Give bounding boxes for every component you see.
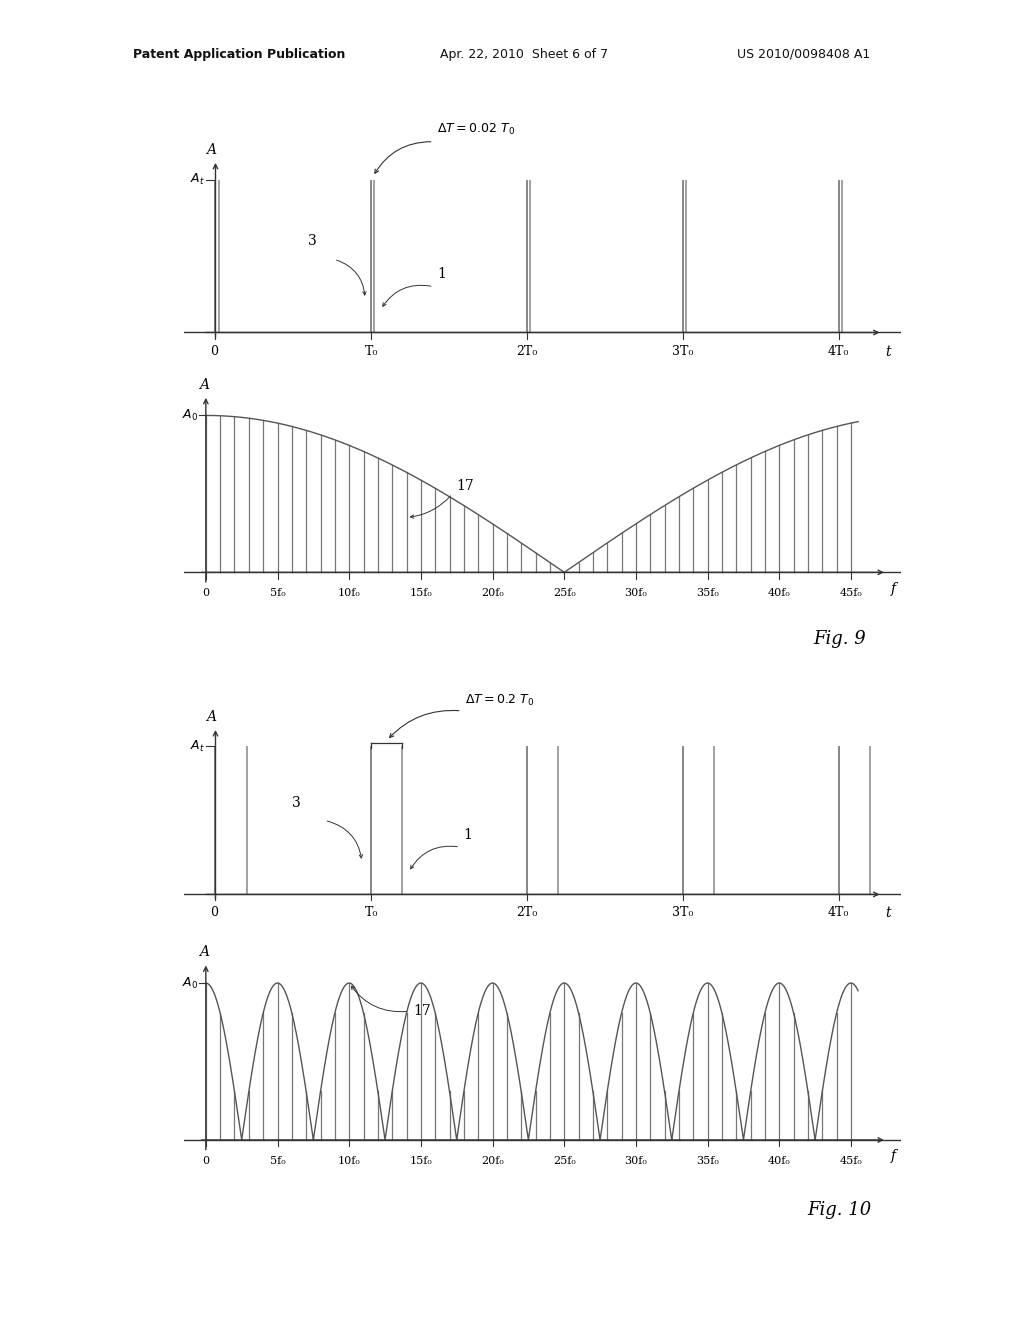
- Text: 17: 17: [457, 479, 474, 494]
- Text: T₀: T₀: [365, 907, 378, 919]
- Text: 0: 0: [210, 345, 218, 358]
- Text: 2T₀: 2T₀: [516, 345, 538, 358]
- Text: 5f₀: 5f₀: [269, 587, 286, 598]
- Text: 1: 1: [437, 268, 445, 281]
- Text: 15f₀: 15f₀: [410, 587, 432, 598]
- Text: A: A: [206, 710, 216, 725]
- Text: 3T₀: 3T₀: [673, 345, 693, 358]
- Text: 40f₀: 40f₀: [768, 1155, 791, 1166]
- Text: f: f: [891, 1150, 896, 1163]
- Text: Fig. 9: Fig. 9: [813, 630, 866, 648]
- Text: 17: 17: [414, 1005, 431, 1018]
- Text: 35f₀: 35f₀: [696, 587, 719, 598]
- Text: 15f₀: 15f₀: [410, 1155, 432, 1166]
- Text: t: t: [886, 907, 891, 920]
- Text: Apr. 22, 2010  Sheet 6 of 7: Apr. 22, 2010 Sheet 6 of 7: [440, 48, 608, 61]
- Text: 0: 0: [210, 907, 218, 919]
- Text: 3T₀: 3T₀: [673, 907, 693, 919]
- Text: 3: 3: [308, 234, 316, 248]
- Text: t: t: [886, 345, 891, 359]
- Text: 1: 1: [464, 828, 472, 842]
- Text: 25f₀: 25f₀: [553, 587, 575, 598]
- Text: $\Delta T=0.02\ T_0$: $\Delta T=0.02\ T_0$: [437, 121, 515, 137]
- Text: 45f₀: 45f₀: [840, 587, 862, 598]
- Text: A: A: [199, 378, 209, 392]
- Text: 20f₀: 20f₀: [481, 1155, 504, 1166]
- Text: 4T₀: 4T₀: [828, 345, 850, 358]
- Text: US 2010/0098408 A1: US 2010/0098408 A1: [737, 48, 870, 61]
- Text: 3: 3: [292, 796, 301, 809]
- Text: A: A: [206, 143, 216, 157]
- Text: $A_t$: $A_t$: [189, 739, 205, 754]
- Text: 0: 0: [203, 1155, 209, 1166]
- Text: 4T₀: 4T₀: [828, 907, 850, 919]
- Text: 10f₀: 10f₀: [338, 1155, 360, 1166]
- Text: Patent Application Publication: Patent Application Publication: [133, 48, 345, 61]
- Text: 35f₀: 35f₀: [696, 1155, 719, 1166]
- Text: 30f₀: 30f₀: [625, 587, 647, 598]
- Text: T₀: T₀: [365, 345, 378, 358]
- Text: A: A: [199, 945, 209, 960]
- Text: $A_t$: $A_t$: [189, 173, 205, 187]
- Text: 10f₀: 10f₀: [338, 587, 360, 598]
- Text: 45f₀: 45f₀: [840, 1155, 862, 1166]
- Text: 25f₀: 25f₀: [553, 1155, 575, 1166]
- Text: 30f₀: 30f₀: [625, 1155, 647, 1166]
- Text: Fig. 10: Fig. 10: [808, 1201, 871, 1220]
- Text: 40f₀: 40f₀: [768, 587, 791, 598]
- Text: 0: 0: [203, 587, 209, 598]
- Text: $A_0$: $A_0$: [182, 408, 199, 422]
- Text: $\Delta T=0.2\ T_0$: $\Delta T=0.2\ T_0$: [465, 693, 535, 708]
- Text: $A_0$: $A_0$: [182, 975, 199, 990]
- Text: f: f: [891, 582, 896, 595]
- Text: 2T₀: 2T₀: [516, 907, 538, 919]
- Text: 5f₀: 5f₀: [269, 1155, 286, 1166]
- Text: 20f₀: 20f₀: [481, 587, 504, 598]
